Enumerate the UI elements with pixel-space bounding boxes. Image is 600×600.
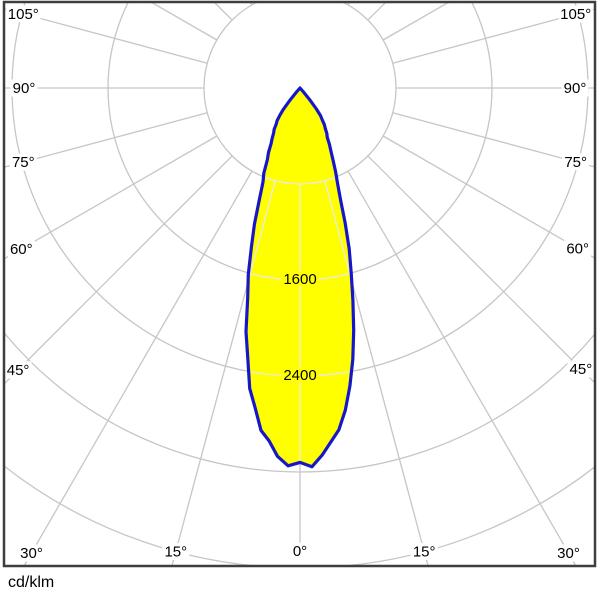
angle-tick-label: 15°	[164, 544, 187, 561]
angle-label-bg	[562, 153, 590, 171]
plot-border	[2, 0, 597, 568]
angle-gridline	[382, 135, 595, 259]
angle-gridline	[4, 155, 233, 385]
angle-label-bg	[561, 79, 589, 97]
angle-tick-label: 45°	[7, 362, 30, 379]
angle-gridline	[4, 135, 218, 260]
angle-label-bg	[4, 361, 32, 379]
angle-label-bg	[10, 79, 38, 97]
angle-gridline	[347, 170, 577, 566]
angle-tick-label: 75°	[564, 154, 587, 171]
angle-gridline	[4, 112, 208, 168]
angle-label-bg	[564, 239, 592, 257]
angle-label-bg	[290, 542, 310, 560]
angle-gridline	[367, 2, 387, 21]
unit-label: cd/klm	[8, 574, 55, 591]
angle-label-bg	[7, 240, 35, 258]
angle-gridline	[382, 2, 450, 41]
angle-gridline	[367, 155, 595, 384]
ring-label-bg	[281, 271, 319, 286]
angle-gridline	[246, 180, 276, 467]
ring-value-label: 1600	[283, 271, 316, 288]
angle-tick-label: 90°	[564, 80, 587, 97]
angle-tick-label: 30°	[557, 545, 580, 562]
angle-gridline	[213, 2, 233, 21]
angle-label-bg	[162, 543, 190, 560]
angle-label-bg	[9, 153, 37, 171]
angle-gridline	[324, 180, 354, 467]
angle-label-bg	[555, 544, 582, 562]
beam-outline-curve	[244, 86, 356, 469]
angle-tick-label: 105°	[8, 6, 39, 23]
angle-label-bg	[18, 544, 45, 562]
ring-value-label: 2400	[283, 367, 316, 384]
ring-value-labels: 1600 2400	[281, 271, 319, 384]
angle-label-bg	[6, 5, 41, 23]
angle-tick-label: 30°	[20, 545, 43, 562]
angle-tick-label: 60°	[566, 240, 589, 257]
angle-label-bg	[567, 360, 595, 378]
angle-tick-label: 0°	[293, 543, 307, 560]
angle-label-bg	[410, 543, 438, 560]
ring-label-bg	[281, 367, 319, 382]
angle-tick-labels: 105° 90° 75° 60° 45° 30° 15° 0° 15° 30° 45° 60° 75° 9…	[4, 5, 595, 562]
angle-tick-label: 60°	[10, 241, 33, 258]
angle-label-bg	[558, 5, 593, 23]
angle-tick-label: 45°	[570, 361, 593, 378]
angle-tick-label: 75°	[12, 154, 35, 171]
angle-tick-label: 105°	[560, 6, 591, 23]
angle-gridline	[23, 170, 253, 566]
angle-gridline	[392, 112, 595, 168]
angle-gridline	[150, 2, 218, 41]
angle-tick-label: 15°	[413, 544, 436, 561]
angle-tick-label: 90°	[13, 80, 36, 97]
